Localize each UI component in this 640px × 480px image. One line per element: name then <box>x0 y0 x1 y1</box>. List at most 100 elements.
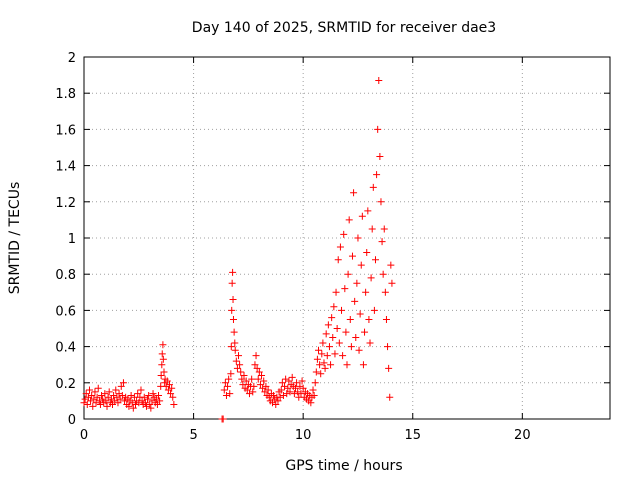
data-point <box>219 415 227 423</box>
data-point <box>132 401 140 409</box>
data-point <box>341 285 349 293</box>
data-point <box>231 346 239 354</box>
data-point <box>116 395 124 403</box>
data-point <box>310 391 318 399</box>
data-point <box>110 391 118 399</box>
data-point <box>250 382 258 390</box>
y-tick-label: 0.4 <box>55 341 76 356</box>
data-point <box>339 352 347 360</box>
data-point <box>253 364 261 372</box>
data-point <box>336 243 344 251</box>
y-tick-label: 1.4 <box>55 160 76 175</box>
data-point <box>323 352 331 360</box>
data-point <box>158 361 166 369</box>
data-point <box>385 364 393 372</box>
data-point <box>262 382 270 390</box>
data-point <box>165 381 173 389</box>
data-point <box>88 391 96 399</box>
data-point <box>243 386 251 394</box>
data-point <box>233 364 241 372</box>
data-point <box>374 125 382 133</box>
data-point <box>279 391 287 399</box>
data-point <box>358 212 366 220</box>
data-point <box>146 401 154 409</box>
data-point <box>104 393 112 401</box>
data-point <box>140 393 148 401</box>
data-point <box>240 372 248 380</box>
data-point <box>355 346 363 354</box>
data-point <box>138 397 146 405</box>
data-point <box>347 343 355 351</box>
data-point <box>353 279 361 287</box>
data-point <box>164 386 172 394</box>
data-points <box>80 77 396 423</box>
data-point <box>261 388 269 396</box>
data-point <box>375 77 383 85</box>
data-point <box>363 248 371 256</box>
x-tick-label: 5 <box>189 428 197 443</box>
data-point <box>293 379 301 387</box>
data-point <box>99 395 107 403</box>
data-point <box>115 390 123 398</box>
data-point <box>231 339 239 347</box>
data-point <box>367 274 375 282</box>
data-point <box>348 252 356 260</box>
data-point <box>343 361 351 369</box>
y-tick-label: 2 <box>68 51 76 66</box>
data-point <box>309 386 317 394</box>
data-point <box>156 397 164 405</box>
data-point <box>245 390 253 398</box>
data-point <box>91 388 99 396</box>
data-point <box>365 315 373 323</box>
data-point <box>386 393 394 401</box>
data-point <box>369 183 377 191</box>
data-point <box>260 377 268 385</box>
data-point <box>227 370 235 378</box>
data-point <box>160 368 168 376</box>
data-point <box>228 279 236 287</box>
data-point <box>118 391 126 399</box>
x-axis-title: GPS time / hours <box>285 458 402 474</box>
data-point <box>96 401 104 409</box>
data-point <box>281 382 289 390</box>
y-tick-label: 0.2 <box>55 377 76 392</box>
data-point <box>102 397 110 405</box>
data-point <box>81 395 89 403</box>
data-point <box>350 189 358 197</box>
data-point <box>163 377 171 385</box>
data-point <box>89 402 97 410</box>
data-point <box>264 386 272 394</box>
data-point <box>282 375 290 383</box>
data-point <box>155 391 163 399</box>
x-tick-label: 10 <box>295 428 312 443</box>
data-point <box>381 288 389 296</box>
data-point <box>265 393 273 401</box>
data-point <box>256 381 264 389</box>
data-point <box>92 399 100 407</box>
data-point <box>137 386 145 394</box>
data-point <box>288 373 296 381</box>
data-point <box>334 256 342 264</box>
data-point <box>333 325 341 332</box>
data-point <box>272 401 280 409</box>
data-point <box>332 288 340 296</box>
data-point <box>229 315 237 323</box>
data-point <box>229 296 237 304</box>
data-point <box>297 390 305 398</box>
data-point <box>286 388 294 396</box>
data-point <box>148 397 156 405</box>
data-point <box>252 352 260 360</box>
data-point <box>277 386 285 394</box>
data-point <box>321 364 329 372</box>
y-tick-label: 1.8 <box>55 87 76 102</box>
data-point <box>342 328 350 336</box>
data-point <box>95 397 103 405</box>
data-point <box>142 402 150 410</box>
data-point <box>313 355 321 363</box>
data-point <box>232 357 240 365</box>
data-point <box>114 399 122 407</box>
data-point <box>290 390 298 398</box>
data-point <box>90 395 98 403</box>
data-point <box>159 355 167 363</box>
data-point <box>84 393 92 401</box>
